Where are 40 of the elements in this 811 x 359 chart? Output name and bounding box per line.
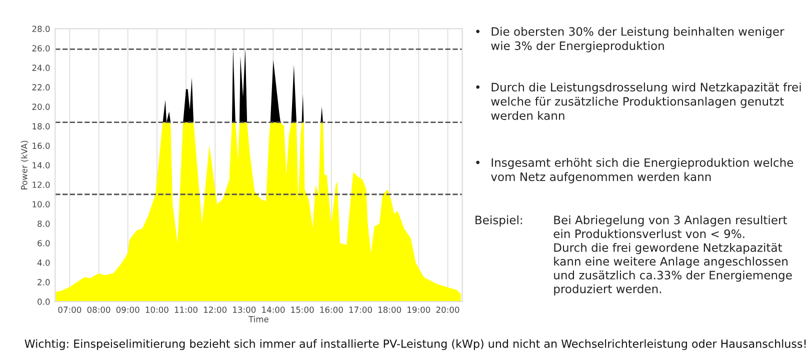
y-tick-label: 0.0 (38, 298, 50, 305)
x-tick-label: 12:00 (204, 306, 227, 313)
text: Bei Abriegelung von 3 Anlagen resultiert ein Produktionsverlust von < 9%. Durch die frei gewordene Netzkapazität kann eine weitere Anlage angeschlossen und zusätzlich ca.33% der Energiemenge produziert werden. (554, 215, 792, 296)
y-tick-label: 12.0 (32, 182, 50, 188)
text: • (476, 30, 480, 34)
text: • (476, 85, 480, 89)
x-tick-label: 18:00 (378, 306, 402, 313)
x-tick-label: 14:00 (262, 306, 285, 313)
y-tick-label: 8.0 (38, 220, 50, 227)
x-tick-label: 09:00 (116, 306, 140, 313)
x-axis-title: Time (248, 316, 268, 322)
x-tick-label: 20:00 (436, 306, 460, 313)
x-tick-label: 19:00 (408, 306, 430, 313)
y-tick-label: 26.0 (32, 45, 50, 52)
y-tick-label: 18.0 (32, 123, 50, 130)
x-tick-label: 13:00 (233, 306, 256, 313)
y-tick-label: 20.0 (32, 104, 50, 110)
y-tick-label: 28.0 (32, 26, 50, 32)
text: Wichtig: Einspeiselimitierung bezieht sich immer auf installierte PV-Leistung (kWp) und nicht an Wechselrichterleistung oder Hausanschluss! (24, 339, 806, 350)
y-tick-label: 16.0 (32, 142, 50, 149)
text: Beispiel: (476, 215, 522, 227)
x-tick-label: 10:00 (146, 306, 168, 313)
y-tick-label: 4.0 (37, 260, 50, 266)
y-tick-label: 14.0 (32, 162, 50, 168)
y-axis-title: Power (kVA) (20, 140, 28, 190)
y-tick-label: 10.0 (32, 201, 50, 208)
text: Durch die Leistungsdrosselung wird Netzkapazität frei welche für zusätzliche Produktionsanlagen genutzt werden kann (491, 82, 801, 120)
x-tick-label: 11:00 (174, 306, 198, 313)
text: Die obersten 30% der Leistung beinhalten weniger wie 3% der Energieproduktion (491, 26, 784, 52)
text: • (476, 160, 480, 164)
y-tick-label: 22.0 (32, 84, 50, 90)
y-tick-label: 24.0 (32, 64, 50, 71)
x-tick-label: 16:00 (320, 306, 343, 313)
x-tick-label: 17:00 (349, 306, 372, 313)
x-tick-label: 08:00 (87, 306, 110, 313)
x-tick-label: 07:00 (58, 306, 82, 313)
x-tick-label: 15:00 (291, 306, 314, 313)
y-tick-label: 6.0 (38, 240, 50, 246)
text: Insgesamt erhöht sich die Energieproduktion welche vom Netz aufgenommen werden kann (491, 158, 794, 184)
y-tick-label: 2.0 (38, 279, 50, 286)
